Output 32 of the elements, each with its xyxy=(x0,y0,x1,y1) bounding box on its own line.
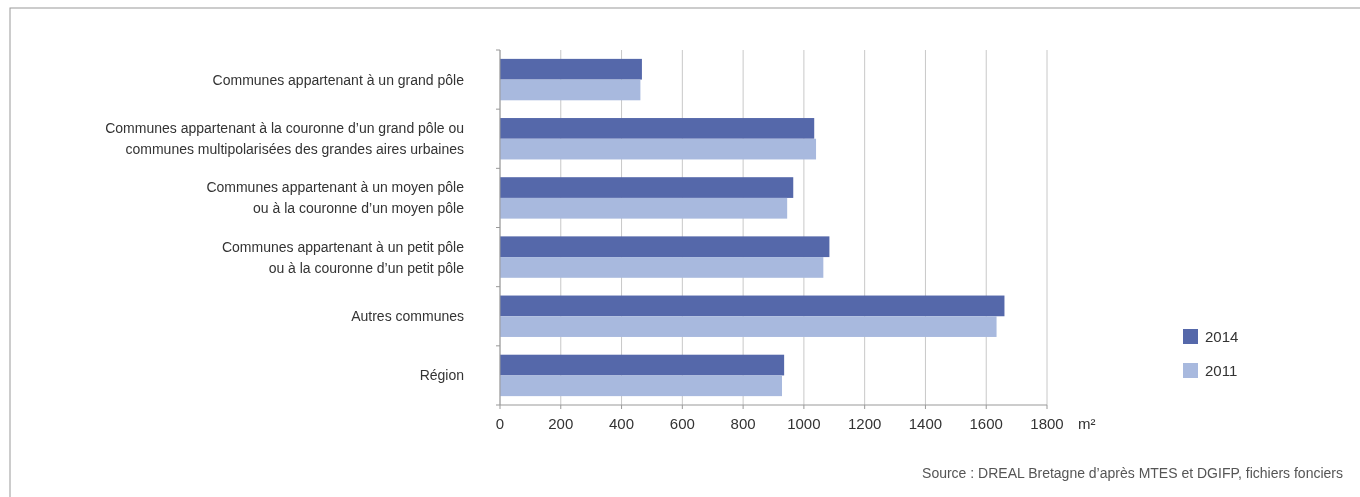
x-tick-label: 1400 xyxy=(908,415,943,432)
y-tick-label: Région xyxy=(419,367,464,384)
bar xyxy=(500,118,815,139)
y-tick-label: Communes appartenant à un petit pôle ou à la couronne d’un petit pôle xyxy=(221,238,465,276)
y-tick-label: Communes appartenant à la couronne d’un grand pôle ou communes multipolarisées des grandes aires urbaines xyxy=(105,120,464,158)
bar xyxy=(500,316,997,337)
bar xyxy=(500,177,794,198)
source-note: Source : DREAL Bretagne d’après MTES et DGIFP, fichiers fonciers xyxy=(922,465,1343,481)
x-tick-label: 0 xyxy=(495,415,505,432)
x-tick-label: 800 xyxy=(730,415,756,432)
bar xyxy=(500,257,824,278)
x-tick-label: 200 xyxy=(548,415,574,432)
x-axis-title: m² xyxy=(1078,415,1096,432)
legend-label: 2011 xyxy=(1205,362,1238,379)
y-tick-label: Communes appartenant à un moyen pôle ou à la couronne d’un moyen pôle xyxy=(206,179,465,217)
legend-label: 2014 xyxy=(1205,328,1239,345)
y-tick-label: Communes appartenant à un grand pôle xyxy=(212,71,465,88)
bar xyxy=(500,58,642,80)
x-tick-label: 400 xyxy=(609,415,635,432)
x-tick-label: 600 xyxy=(669,415,695,432)
bar xyxy=(500,236,830,258)
x-tick-label: 1000 xyxy=(787,415,821,432)
x-tick-label: 1200 xyxy=(847,415,882,432)
bar xyxy=(500,197,788,219)
bar xyxy=(500,79,641,101)
x-tick-label: 1800 xyxy=(1030,415,1064,432)
bar xyxy=(500,354,785,376)
y-tick-label: Autres communes xyxy=(351,308,464,325)
x-tick-label: 1600 xyxy=(969,415,1003,432)
bar xyxy=(500,375,783,397)
bar xyxy=(500,138,817,160)
bar xyxy=(500,295,1005,317)
